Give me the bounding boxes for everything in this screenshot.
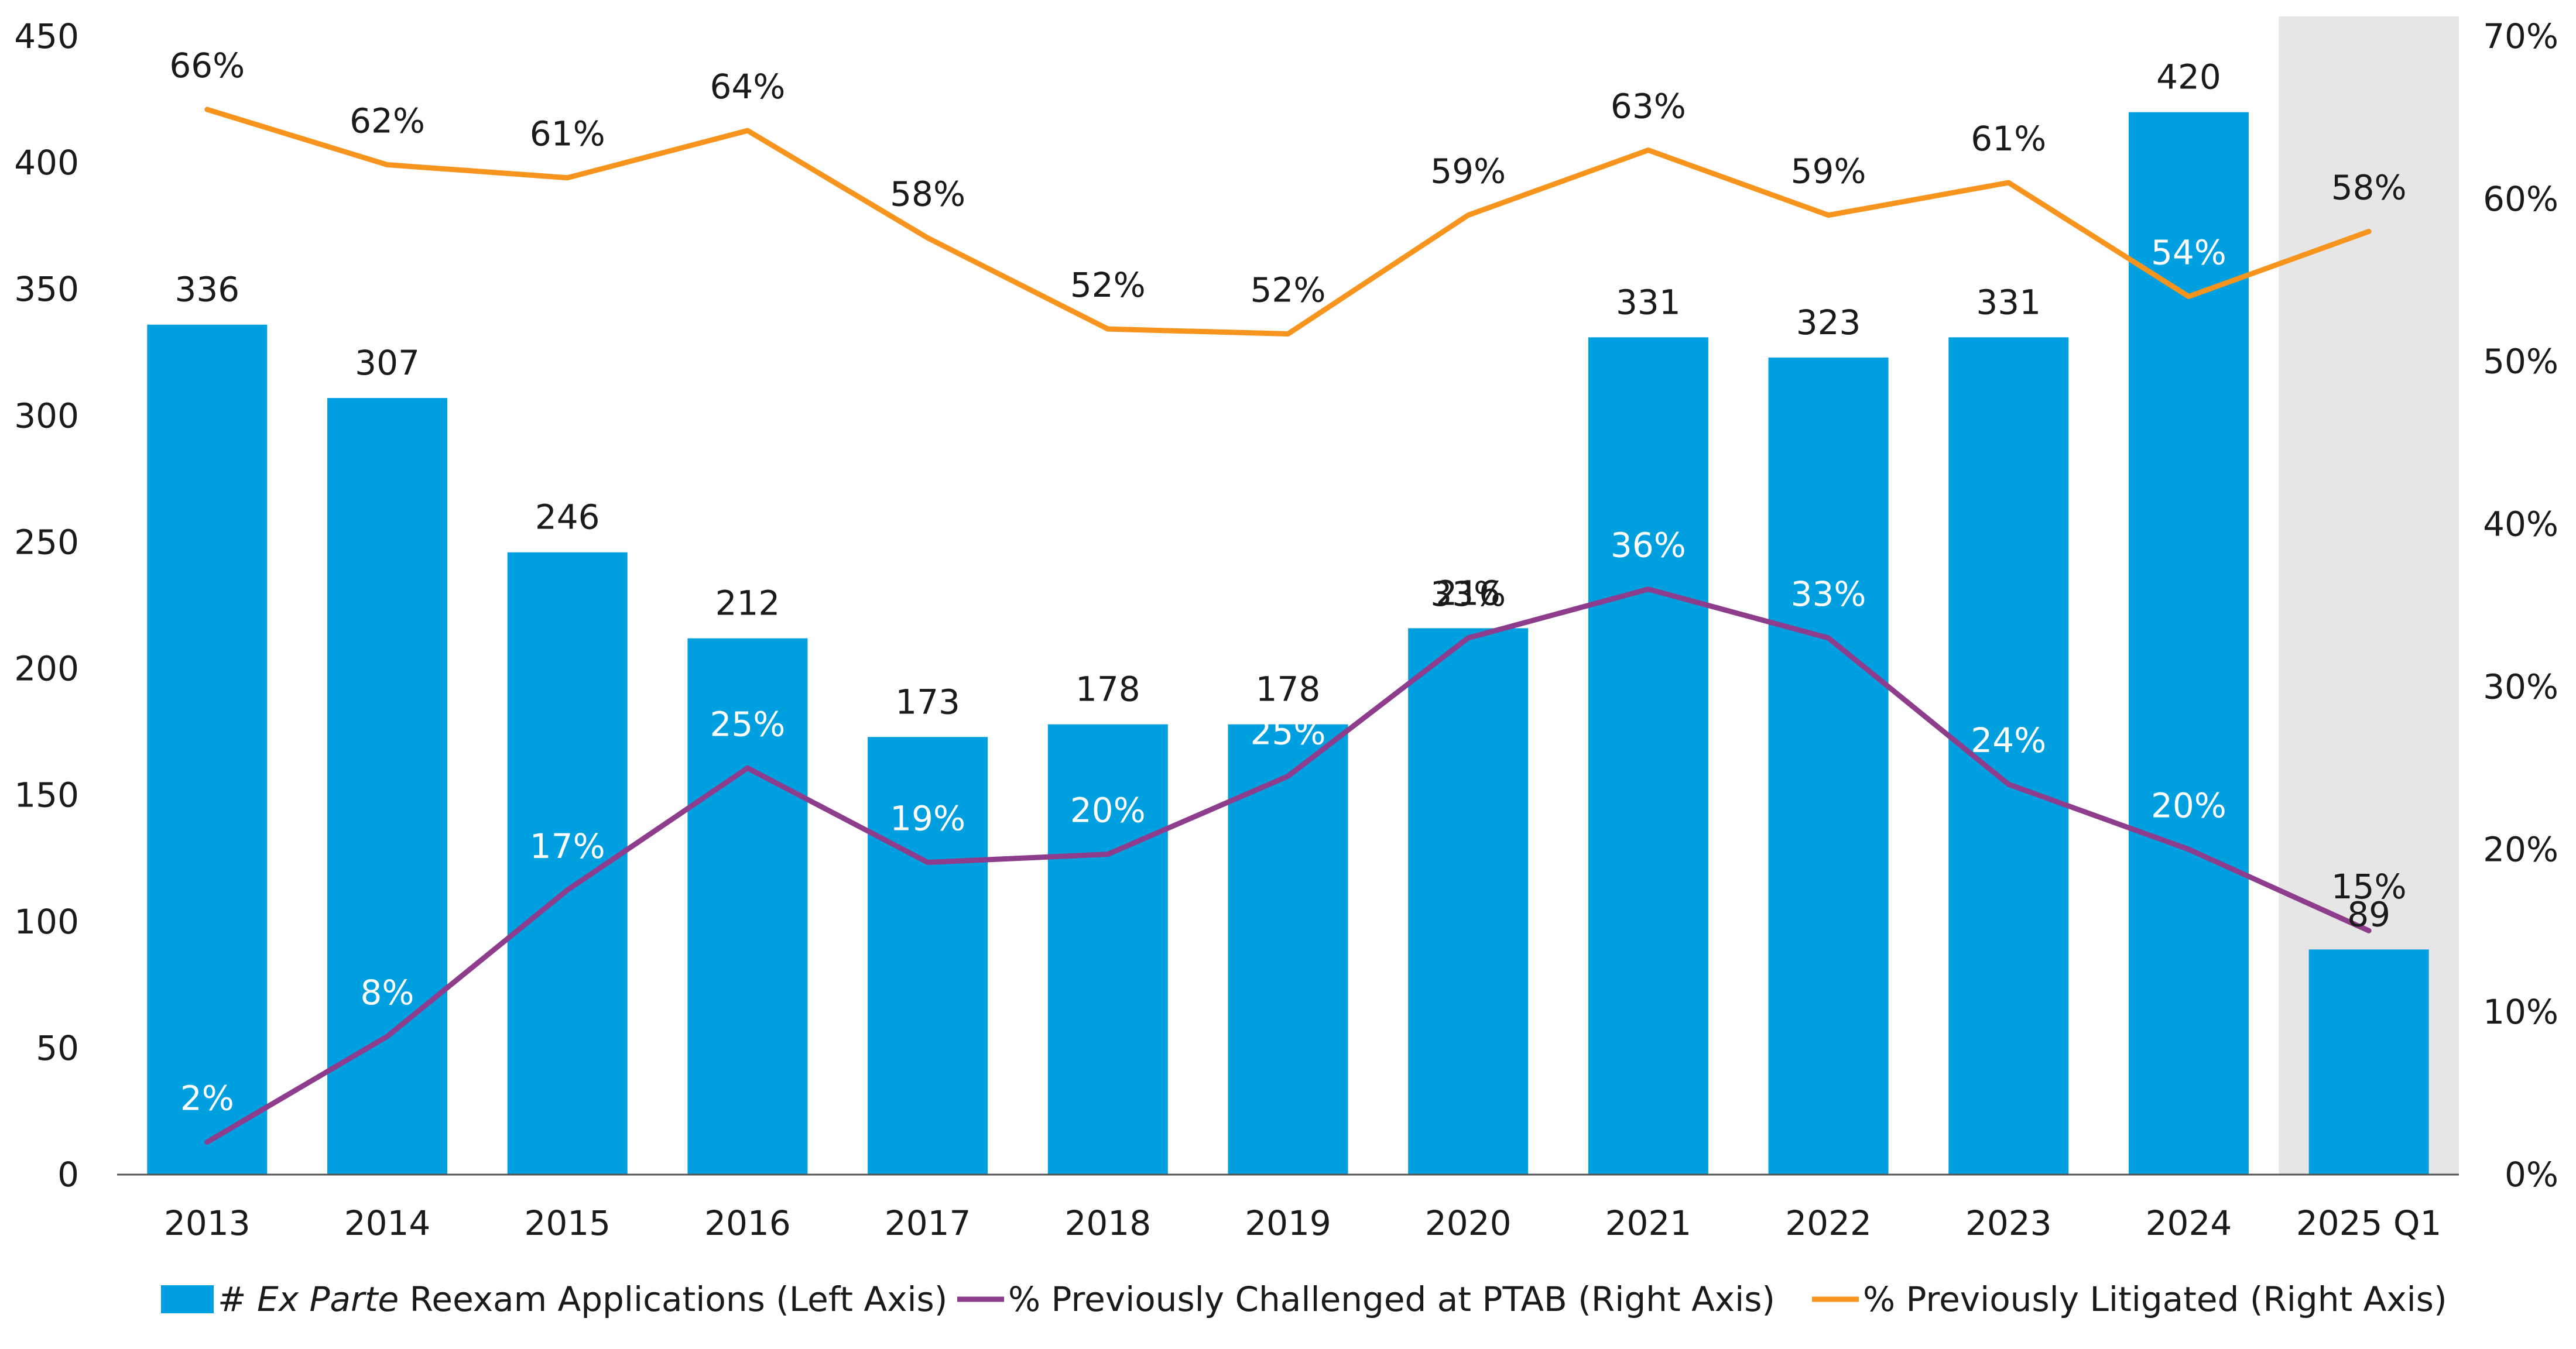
left-axis-tick-label: 250 [14, 522, 79, 562]
left-axis-tick-label: 400 [14, 143, 79, 183]
bar-value-label: 323 [1796, 303, 1861, 342]
ptab-data-label: 33% [1430, 574, 1506, 614]
bar-value-label: 173 [895, 682, 960, 722]
x-axis-tick-label: 2021 [1605, 1203, 1692, 1243]
litigated-data-label: 58% [890, 174, 965, 214]
bar-value-label: 178 [1256, 670, 1321, 709]
x-axis-tick-label: 2017 [885, 1203, 971, 1243]
bar-value-label: 336 [174, 270, 239, 310]
bar [1408, 628, 1528, 1175]
ptab-data-label: 24% [1971, 720, 2046, 760]
litigated-data-label: 62% [350, 101, 425, 141]
bar [1588, 337, 1708, 1175]
right-axis-tick-label: 70% [2483, 16, 2558, 56]
bar [147, 325, 267, 1175]
litigated-data-label: 59% [1791, 152, 1866, 191]
left-axis-tick-label: 450 [14, 16, 79, 56]
chart: 0 50 100 150 200 250 300 350 400 450 0% 10% 20% 30% 40… [0, 0, 2576, 1349]
x-axis-tick-label: 2018 [1065, 1203, 1152, 1243]
bar-value-label: 212 [715, 583, 780, 623]
ptab-data-label: 33% [1791, 574, 1866, 614]
right-axis-tick-label: 60% [2483, 179, 2558, 219]
x-axis-tick-label: 2024 [2146, 1203, 2232, 1243]
x-axis-tick-label: 2019 [1245, 1203, 1331, 1243]
bar-value-label: 178 [1075, 670, 1140, 709]
legend-label-bars: # Ex Parte Reexam Applications (Left Axi… [218, 1279, 947, 1319]
litigated-data-label: 58% [2331, 167, 2407, 207]
ptab-data-label: 2% [180, 1078, 234, 1118]
right-axis-tick-label: 40% [2483, 504, 2558, 544]
left-axis-tick-label: 50 [36, 1028, 79, 1068]
ptab-data-label: 19% [890, 799, 965, 839]
bar [2309, 949, 2429, 1175]
litigated-data-label: 63% [1611, 87, 1686, 126]
bar-value-label: 331 [1976, 282, 2041, 322]
ptab-data-label: 25% [710, 704, 785, 744]
x-axis-tick-label: 2014 [344, 1203, 431, 1243]
ptab-data-label: 25% [1251, 712, 1326, 752]
left-axis-tick-label: 100 [14, 902, 79, 942]
litigated-data-label: 64% [710, 67, 785, 107]
x-axis-tick-label: 2025 Q1 [2296, 1203, 2442, 1243]
left-axis-tick-label: 150 [14, 775, 79, 815]
x-axis-tick-label: 2020 [1425, 1203, 1512, 1243]
x-axis-tick-label: 2023 [1965, 1203, 2052, 1243]
bar-value-label: 331 [1616, 282, 1681, 322]
bar-value-label: 307 [355, 343, 420, 383]
right-axis-tick-label: 0% [2505, 1155, 2558, 1194]
bar-value-label: 246 [535, 497, 600, 537]
bar [1769, 358, 1889, 1175]
left-axis-tick-label: 0 [57, 1155, 79, 1194]
ptab-data-label: 20% [2151, 785, 2226, 825]
left-axis-tick-label: 300 [14, 396, 79, 435]
left-axis-tick-label: 350 [14, 269, 79, 309]
litigated-data-label: 52% [1251, 270, 1326, 310]
left-axis-tick-label: 200 [14, 649, 79, 689]
litigated-data-label: 61% [530, 114, 605, 154]
x-axis-tick-label: 2022 [1785, 1203, 1872, 1243]
right-axis-tick-label: 50% [2483, 342, 2558, 382]
right-axis-tick-label: 10% [2483, 992, 2558, 1032]
combo-chart-svg: 0 50 100 150 200 250 300 350 400 450 0% 10% 20% 30% 40… [0, 0, 2576, 1349]
litigated-data-label: 54% [2151, 233, 2226, 273]
ptab-data-label: 8% [361, 973, 415, 1012]
legend-label-ptab: % Previously Challenged at PTAB (Right A… [1008, 1279, 1775, 1319]
bar-value-label: 420 [2156, 57, 2221, 97]
litigated-data-label: 61% [1971, 119, 2046, 159]
litigated-data-label: 52% [1070, 265, 1146, 305]
litigated-data-label: 59% [1430, 152, 1506, 191]
legend-label-litigated: % Previously Litigated (Right Axis) [1863, 1279, 2447, 1319]
right-axis-tick-label: 20% [2483, 829, 2558, 869]
right-axis-tick-label: 30% [2483, 667, 2558, 706]
x-axis-tick-label: 2013 [164, 1203, 251, 1243]
ptab-data-label: 15% [2331, 867, 2407, 907]
legend-swatch-bars [161, 1285, 214, 1313]
litigated-data-label: 66% [169, 46, 245, 85]
ptab-data-label: 36% [1611, 526, 1686, 565]
x-axis-tick-label: 2016 [704, 1203, 791, 1243]
ptab-data-label: 17% [530, 826, 605, 866]
ptab-data-label: 20% [1070, 791, 1146, 830]
x-axis-tick-label: 2015 [524, 1203, 611, 1243]
